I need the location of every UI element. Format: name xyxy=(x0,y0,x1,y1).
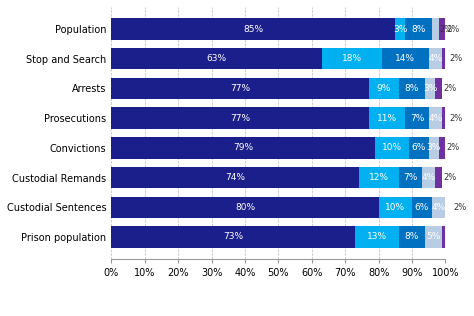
Text: 4%: 4% xyxy=(428,54,442,63)
Text: 7%: 7% xyxy=(403,173,418,182)
Bar xyxy=(446,197,452,218)
Text: 8%: 8% xyxy=(405,233,419,241)
Bar xyxy=(369,78,399,99)
Bar xyxy=(322,48,382,70)
Text: 9%: 9% xyxy=(376,84,391,93)
Bar xyxy=(412,197,432,218)
Bar xyxy=(435,167,442,188)
Text: 4%: 4% xyxy=(431,203,446,212)
Text: 10%: 10% xyxy=(382,143,402,152)
Bar xyxy=(375,137,409,159)
Bar xyxy=(369,107,405,129)
Bar xyxy=(358,167,399,188)
Text: 8%: 8% xyxy=(405,84,419,93)
Text: 14%: 14% xyxy=(395,54,415,63)
Bar xyxy=(111,197,379,218)
Bar xyxy=(395,18,405,40)
Text: 3%: 3% xyxy=(427,143,441,152)
Text: 13%: 13% xyxy=(367,233,387,241)
Bar xyxy=(111,18,395,40)
Text: 2%: 2% xyxy=(450,114,463,123)
Bar xyxy=(425,226,442,248)
Bar xyxy=(438,137,446,159)
Text: 73%: 73% xyxy=(223,233,243,241)
Bar xyxy=(111,226,355,248)
Text: 2%: 2% xyxy=(447,143,460,152)
Bar xyxy=(432,18,438,40)
Text: 3%: 3% xyxy=(423,84,438,93)
Text: 63%: 63% xyxy=(207,54,227,63)
Bar xyxy=(111,107,369,129)
Bar xyxy=(409,137,428,159)
Text: 80%: 80% xyxy=(235,203,255,212)
Text: 2%: 2% xyxy=(450,54,463,63)
Text: 4%: 4% xyxy=(421,173,436,182)
Bar xyxy=(435,78,442,99)
Bar xyxy=(399,78,425,99)
Text: 10%: 10% xyxy=(385,203,405,212)
Bar xyxy=(438,18,446,40)
Bar xyxy=(382,48,428,70)
Bar xyxy=(111,167,358,188)
Text: 2%: 2% xyxy=(443,173,456,182)
Text: 8%: 8% xyxy=(411,25,426,33)
Text: 18%: 18% xyxy=(342,54,362,63)
Bar xyxy=(422,167,435,188)
Bar xyxy=(111,78,369,99)
Bar xyxy=(111,137,375,159)
Bar xyxy=(379,197,412,218)
Text: 11%: 11% xyxy=(377,114,397,123)
Text: 2%: 2% xyxy=(440,25,453,33)
Text: 4%: 4% xyxy=(428,114,442,123)
Bar xyxy=(355,226,399,248)
Text: 2%: 2% xyxy=(443,84,456,93)
Bar xyxy=(442,107,449,129)
Bar xyxy=(399,167,422,188)
Text: 2%: 2% xyxy=(447,25,460,33)
Text: 77%: 77% xyxy=(230,84,250,93)
Text: 2%: 2% xyxy=(453,203,466,212)
Text: 12%: 12% xyxy=(369,173,389,182)
Bar xyxy=(428,48,442,70)
Bar xyxy=(428,107,442,129)
Text: 6%: 6% xyxy=(411,143,426,152)
Bar xyxy=(111,48,322,70)
Text: 85%: 85% xyxy=(243,25,264,33)
Text: 77%: 77% xyxy=(230,114,250,123)
Bar xyxy=(428,137,438,159)
Text: 79%: 79% xyxy=(233,143,254,152)
Bar xyxy=(442,226,446,248)
Legend: White, Black, Asian, Mixed, Chinese or Other: White, Black, Asian, Mixed, Chinese or O… xyxy=(135,314,422,316)
Bar xyxy=(399,226,425,248)
Text: 6%: 6% xyxy=(415,203,429,212)
Text: 7%: 7% xyxy=(410,114,424,123)
Bar xyxy=(442,48,449,70)
Bar xyxy=(425,78,435,99)
Text: 5%: 5% xyxy=(427,233,441,241)
Text: 74%: 74% xyxy=(225,173,245,182)
Bar xyxy=(405,18,432,40)
Text: 3%: 3% xyxy=(393,25,408,33)
Bar xyxy=(432,197,446,218)
Bar xyxy=(405,107,428,129)
